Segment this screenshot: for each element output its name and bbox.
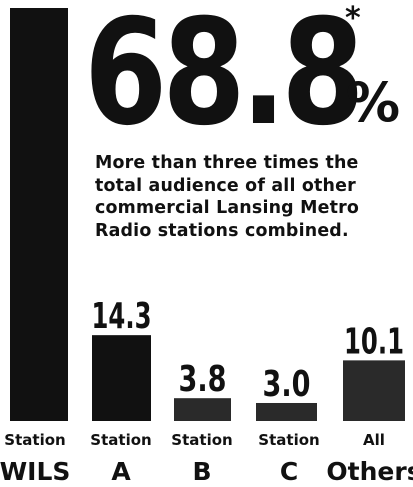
- value-label-3: 3.0: [263, 364, 311, 405]
- value-label-1: 14.3: [92, 296, 152, 337]
- headline-unit: %: [346, 71, 401, 134]
- category-label-top-3: Station: [258, 431, 319, 449]
- description-line: commercial Lansing Metro: [95, 198, 360, 218]
- description-line: Radio stations combined.: [95, 220, 349, 241]
- category-label-top-1: Station: [90, 431, 151, 449]
- headline-asterisk: *: [345, 1, 361, 36]
- description-text: More than three times the total audience…: [95, 152, 407, 242]
- category-label-bottom-2: B: [192, 457, 211, 486]
- category-label-top-2: Station: [171, 431, 232, 449]
- category-label-top-0: Station: [4, 431, 65, 449]
- category-label-bottom-0: WILS: [0, 457, 70, 486]
- bar-4: [343, 360, 405, 421]
- value-label-4: 10.1: [344, 321, 404, 362]
- category-label-bottom-3: C: [280, 457, 298, 486]
- category-label-top-4: All: [363, 431, 385, 449]
- bar-2: [174, 398, 231, 421]
- value-label-2: 3.8: [179, 359, 227, 400]
- description-line: total audience of all other: [95, 175, 356, 196]
- description-line: More than three times the: [95, 153, 359, 173]
- category-label-bottom-1: A: [111, 457, 131, 486]
- bar-0: [10, 8, 68, 421]
- bar-1: [92, 335, 151, 421]
- headline-value: 68.8: [84, 0, 365, 158]
- category-label-bottom-4: Others: [326, 457, 413, 486]
- bar-3: [256, 402, 317, 421]
